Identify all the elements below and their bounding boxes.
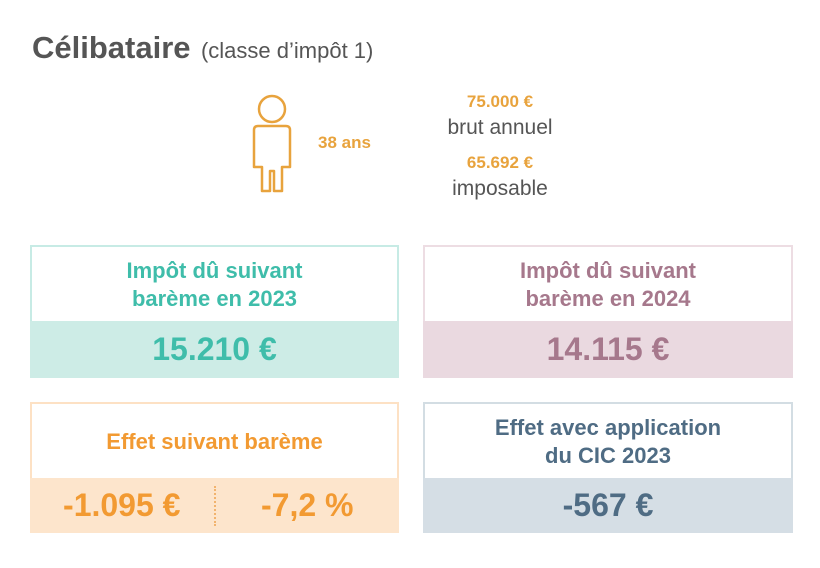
- title-subtitle: (classe d’impôt 1): [200, 38, 374, 63]
- effect-cic-heading-line1: Effet avec application: [494, 415, 722, 440]
- tax-2023-value: 15.210 €: [30, 321, 399, 378]
- taxable-label: imposable: [452, 177, 548, 200]
- title-main: Célibataire: [32, 30, 191, 65]
- tax-2024-heading-line1: Impôt dû suivant: [520, 258, 696, 283]
- effect-cic-value: -567 €: [423, 478, 793, 533]
- tax-2024-heading-line2: barème en 2024: [525, 286, 691, 311]
- gross-label: brut annuel: [447, 116, 553, 139]
- income-summary: 75.000 € brut annuel 65.692 € imposable: [420, 90, 580, 202]
- gross-amount: 75.000 €: [466, 92, 534, 111]
- tax-2023-card: Impôt dû suivant barème en 2023 15.210 €: [30, 245, 399, 378]
- page-title: Célibataire (classe d’impôt 1): [32, 30, 373, 66]
- effect-values: -1.095 € -7,2 %: [30, 478, 399, 533]
- effect-heading-label: Effet suivant barème: [106, 429, 323, 454]
- person-icon: [252, 94, 292, 193]
- effect-cic-heading-line2: du CIC 2023: [545, 443, 671, 468]
- tax-2023-heading-line1: Impôt dû suivant: [126, 258, 303, 283]
- effect-cic-card: Effet avec application du CIC 2023 -567 …: [423, 402, 793, 533]
- dotted-divider: [213, 485, 216, 526]
- effect-cic-heading: Effet avec application du CIC 2023: [425, 404, 791, 480]
- effect-value-abs: -1.095 €: [63, 487, 181, 523]
- tax-2023-heading-line2: barème en 2023: [131, 286, 298, 311]
- effect-value-pct: -7,2 %: [261, 487, 354, 523]
- tax-2024-heading: Impôt dû suivant barème en 2024: [425, 247, 791, 323]
- effect-card: Effet suivant barème -1.095 € -7,2 %: [30, 402, 399, 533]
- tax-2024-value: 14.115 €: [423, 321, 793, 378]
- age-label: 38 ans: [318, 133, 371, 152]
- tax-2024-card: Impôt dû suivant barème en 2024 14.115 €: [423, 245, 793, 378]
- tax-2023-heading: Impôt dû suivant barème en 2023: [32, 247, 397, 323]
- taxable-amount: 65.692 €: [466, 153, 534, 172]
- effect-heading: Effet suivant barème: [32, 404, 397, 480]
